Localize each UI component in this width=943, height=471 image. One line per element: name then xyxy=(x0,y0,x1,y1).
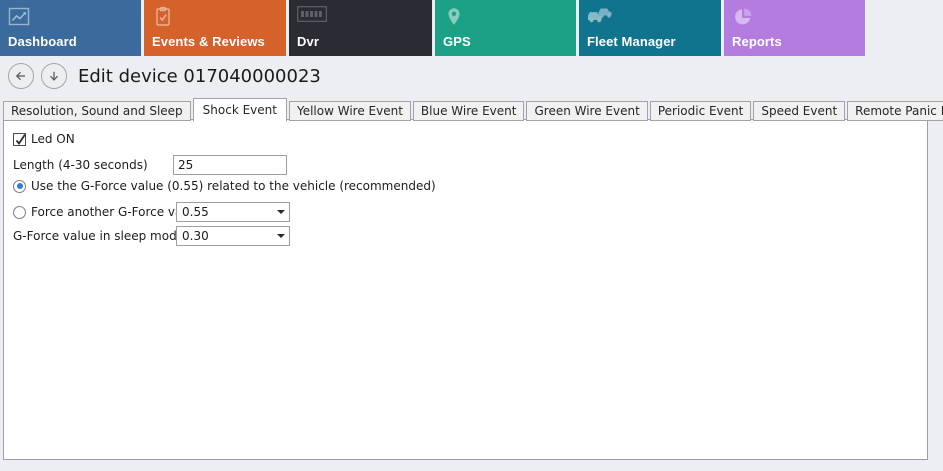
tab-speed-event[interactable]: Speed Event xyxy=(753,101,846,121)
led-on-row: Led ON xyxy=(13,132,75,146)
sleep-gforce-row: G-Force value in sleep mode 0.30 xyxy=(13,226,290,246)
tab-green-wire-event[interactable]: Green Wire Event xyxy=(526,101,648,121)
nav-tile-dvr[interactable]: Dvr xyxy=(289,0,432,56)
nav-tile-label: Reports xyxy=(732,34,782,49)
nav-tile-gps[interactable]: GPS xyxy=(435,0,576,56)
force-gforce-radio[interactable] xyxy=(13,205,26,219)
nav-tile-events-and-reviews[interactable]: Events & Reviews xyxy=(144,0,286,56)
use-vehicle-gforce-row: Use the G-Force value (0.55) related to … xyxy=(13,179,436,193)
page-header: Edit device 017040000023 xyxy=(0,56,943,96)
cars-icon xyxy=(587,6,613,28)
checkmark-icon xyxy=(15,133,26,145)
nav-tile-fleet-manager[interactable]: Fleet Manager xyxy=(579,0,721,56)
pie-chart-icon xyxy=(732,6,754,28)
nav-tile-reports[interactable]: Reports xyxy=(724,0,865,56)
use-vehicle-gforce-label: Use the G-Force value (0.55) related to … xyxy=(31,179,436,193)
tab-bar: Resolution, Sound and Sleep Shock Event … xyxy=(3,98,943,122)
length-row: Length (4-30 seconds) xyxy=(13,155,287,175)
chevron-down-icon xyxy=(272,234,289,238)
tab-blue-wire-event[interactable]: Blue Wire Event xyxy=(412,101,525,121)
led-on-label: Led ON xyxy=(31,132,75,146)
nav-tile-dashboard[interactable]: Dashboard xyxy=(0,0,141,56)
tab-remote-panic-event[interactable]: Remote Panic Event xyxy=(847,101,943,121)
force-gforce-row: Force another G-Force value 0.55 xyxy=(13,202,290,222)
clipboard-check-icon xyxy=(152,6,174,28)
nav-tile-label: Dashboard xyxy=(8,34,77,49)
arrow-left-circle-icon xyxy=(13,68,29,84)
sleep-gforce-label: G-Force value in sleep mode xyxy=(13,229,185,243)
use-vehicle-gforce-radio[interactable] xyxy=(13,179,26,193)
back-button[interactable] xyxy=(8,63,34,89)
sleep-gforce-value: 0.30 xyxy=(182,229,209,243)
force-gforce-label: Force another G-Force value xyxy=(31,205,201,219)
length-input[interactable] xyxy=(173,155,287,175)
chart-line-icon xyxy=(8,6,30,28)
length-label: Length (4-30 seconds) xyxy=(13,158,148,172)
map-pin-icon xyxy=(443,6,465,28)
tab-yellow-wire-event[interactable]: Yellow Wire Event xyxy=(288,101,411,121)
nav-tile-label: Events & Reviews xyxy=(152,34,265,49)
download-button[interactable] xyxy=(41,63,67,89)
tab-resolution-sound-and-sleep[interactable]: Resolution, Sound and Sleep xyxy=(3,101,191,121)
sleep-gforce-select[interactable]: 0.30 xyxy=(176,226,290,246)
force-gforce-value: 0.55 xyxy=(182,205,209,219)
dvr-device-icon xyxy=(297,6,327,28)
main-navigation-bar: Dashboard Events & Reviews Dvr xyxy=(0,0,943,56)
force-gforce-select[interactable]: 0.55 xyxy=(176,202,290,222)
nav-tile-label: Dvr xyxy=(297,34,319,49)
led-on-checkbox[interactable] xyxy=(13,132,26,146)
nav-tile-label: Fleet Manager xyxy=(587,34,676,49)
nav-tile-label: GPS xyxy=(443,34,471,49)
chevron-down-icon xyxy=(272,210,289,214)
arrow-down-circle-icon xyxy=(46,68,62,84)
tab-periodic-event[interactable]: Periodic Event xyxy=(649,101,752,121)
tab-shock-event[interactable]: Shock Event xyxy=(192,98,287,122)
page-title: Edit device 017040000023 xyxy=(78,65,321,87)
shock-event-settings-panel: Led ON Length (4-30 seconds) Use the G-F… xyxy=(3,119,928,460)
